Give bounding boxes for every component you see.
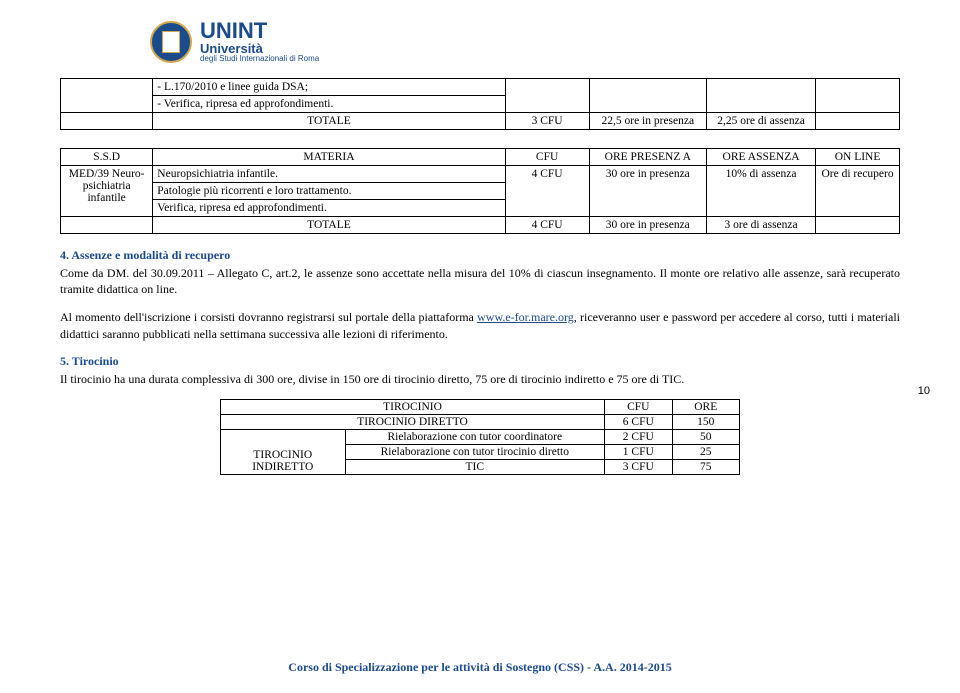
section4-title: 4. Assenze e modalità di recupero	[60, 248, 900, 263]
t2-r1-ssd: MED/39 Neuro-psichiatria infantile	[61, 166, 153, 217]
t2-r1-ass: 10% di assenza	[707, 166, 816, 217]
t1-totale-assenza: 2,25 ore di assenza	[707, 113, 816, 130]
t3-r1-c3: 150	[672, 414, 739, 429]
t1-row2: - Verifica, ripresa ed approfondimenti.	[153, 96, 505, 113]
table-tirocinio: TIROCINIO CFU ORE TIROCINIO DIRETTO 6 CF…	[220, 399, 740, 475]
header-logo: UNINT Università degli Studi Internazion…	[150, 20, 900, 63]
t3-h1: TIROCINIO	[221, 399, 605, 414]
t2-r1-m2: Patologie più ricorrenti e loro trattame…	[153, 183, 505, 200]
logo-subtitle2: degli Studi Internazionali di Roma	[200, 55, 319, 63]
t3-r4-c3: 75	[672, 459, 739, 474]
t2-r1-online: Ore di recupero	[816, 166, 900, 217]
t3-r2-c3: 50	[672, 429, 739, 444]
t2-r1-m3: Verifica, ripresa ed approfondimenti.	[153, 200, 505, 217]
section4-text: Come da DM. del 30.09.2011 – Allegato C,…	[60, 265, 900, 297]
logo-name: UNINT	[200, 20, 319, 42]
t3-r3-c3: 25	[672, 444, 739, 459]
t3-r4-c2: 3 CFU	[605, 459, 672, 474]
t2-h-cfu: CFU	[505, 149, 589, 166]
t3-h2: CFU	[605, 399, 672, 414]
t2-r1-cfu: 4 CFU	[505, 166, 589, 217]
t3-h3: ORE	[672, 399, 739, 414]
platform-link[interactable]: www.e-for.mare.org	[477, 310, 574, 324]
t2-r1-pres: 30 ore in presenza	[589, 166, 706, 217]
t2-totale-ass: 3 ore di assenza	[707, 217, 816, 234]
t1-row1: - L.170/2010 e linee guida DSA;	[153, 79, 505, 96]
t2-totale-pres: 30 ore in presenza	[589, 217, 706, 234]
t3-left: TIROCINIO INDIRETTO	[221, 429, 346, 474]
t1-totale-presenza: 22,5 ore in presenza	[589, 113, 706, 130]
t3-r2-c2: 2 CFU	[605, 429, 672, 444]
t1-totale-cfu: 3 CFU	[505, 113, 589, 130]
t3-r2-c1: Rielaborazione con tutor coordinatore	[345, 429, 605, 444]
seal-icon	[150, 21, 192, 63]
section5-title: 5. Tirocinio	[60, 354, 900, 369]
section5-text: Il tirocinio ha una durata complessiva d…	[60, 371, 900, 387]
t2-h-ore-pres: ORE PRESENZ A	[589, 149, 706, 166]
t3-r1-c2: 6 CFU	[605, 414, 672, 429]
t2-r1-m1: Neuropsichiatria infantile.	[153, 166, 505, 183]
t3-r3-c1: Rielaborazione con tutor tirocinio diret…	[345, 444, 605, 459]
table-materia: S.S.D MATERIA CFU ORE PRESENZ A ORE ASSE…	[60, 148, 900, 234]
t2-h-online: ON LINE	[816, 149, 900, 166]
t1-totale-label: TOTALE	[153, 113, 505, 130]
t2-h-ore-ass: ORE ASSENZA	[707, 149, 816, 166]
page-number: 10	[918, 385, 930, 397]
t2-h-ssd: S.S.D	[61, 149, 153, 166]
para2-pre: Al momento dell'iscrizione i corsisti do…	[60, 310, 477, 324]
t2-totale-label: TOTALE	[153, 217, 505, 234]
t3-r1-c1: TIROCINIO DIRETTO	[221, 414, 605, 429]
t2-h-materia: MATERIA	[153, 149, 505, 166]
t3-r3-c2: 1 CFU	[605, 444, 672, 459]
footer-text: Corso di Specializzazione per le attivit…	[0, 660, 960, 675]
table-linee-guida: - L.170/2010 e linee guida DSA; - Verifi…	[60, 78, 900, 130]
registration-paragraph: Al momento dell'iscrizione i corsisti do…	[60, 309, 900, 341]
t3-r4-c1: TIC	[345, 459, 605, 474]
t2-totale-cfu: 4 CFU	[505, 217, 589, 234]
